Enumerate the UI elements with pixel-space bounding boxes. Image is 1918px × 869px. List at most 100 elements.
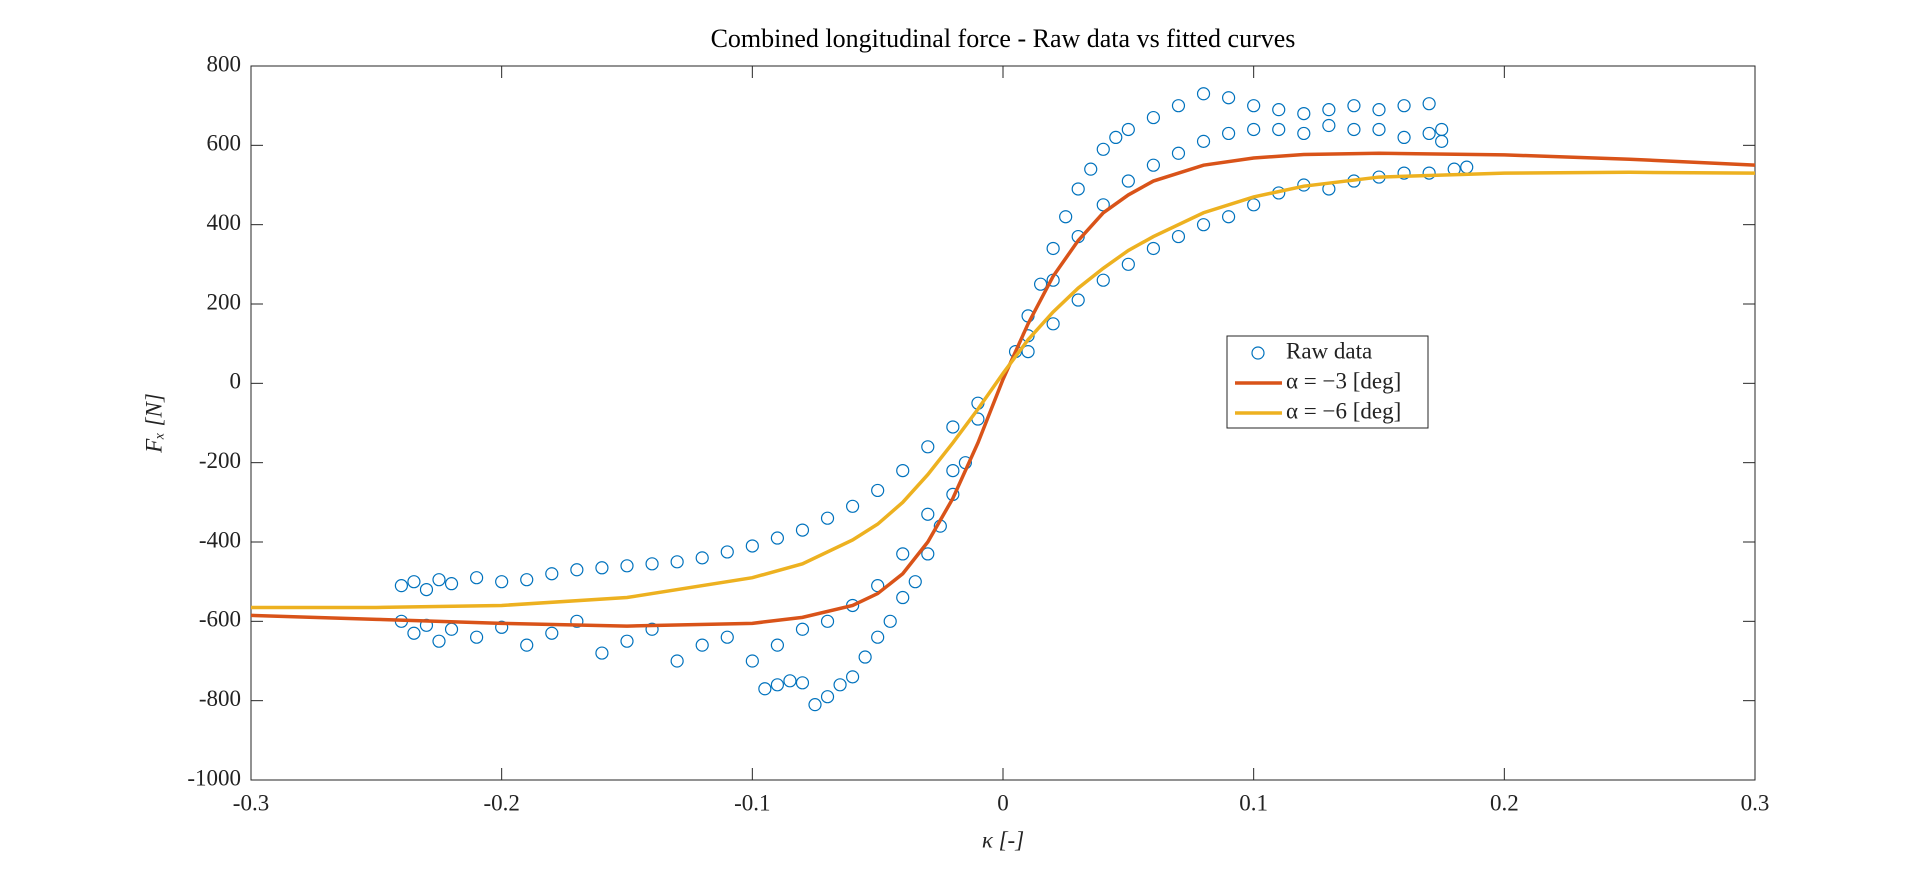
legend-label: Raw data (1286, 338, 1372, 363)
x-tick-label: -0.3 (233, 790, 269, 815)
data-point (1071, 293, 1085, 307)
data-point (845, 499, 860, 513)
data-point (1372, 103, 1386, 117)
data-point (921, 547, 935, 561)
data-point (695, 551, 709, 565)
data-point (833, 678, 847, 692)
data-point (745, 539, 759, 553)
data-point (1347, 99, 1361, 113)
data-point (883, 614, 897, 628)
data-point (595, 646, 609, 660)
data-point (1171, 229, 1186, 244)
x-tick-label: 0.2 (1490, 790, 1519, 815)
x-tick-label: 0.3 (1741, 790, 1770, 815)
data-point (1196, 87, 1211, 101)
data-point (1221, 210, 1236, 224)
data-point (1372, 122, 1386, 137)
data-point (1121, 257, 1135, 271)
data-point (1109, 130, 1123, 144)
data-point (896, 590, 910, 605)
data-point (432, 573, 446, 587)
y-tick-label: -800 (199, 686, 241, 711)
y-tick-label: -1000 (187, 765, 241, 790)
data-point (1121, 122, 1135, 137)
data-point (394, 579, 408, 593)
data-point (770, 531, 785, 545)
data-point (820, 690, 835, 704)
data-point (419, 582, 434, 597)
data-point (820, 614, 835, 628)
data-point (670, 654, 684, 668)
data-point (1422, 97, 1436, 111)
data-point (795, 523, 810, 537)
data-point (670, 555, 684, 569)
data-point (495, 620, 509, 634)
data-point (1221, 91, 1236, 105)
data-point (1171, 99, 1186, 113)
data-point (770, 638, 785, 652)
data-point (1397, 130, 1411, 144)
data-point (1435, 134, 1449, 148)
data-point (783, 674, 797, 688)
data-point (570, 614, 584, 628)
data-point (871, 483, 885, 498)
data-point (1272, 103, 1286, 117)
data-point (1397, 166, 1411, 180)
data-point (871, 630, 885, 644)
data-point (1171, 146, 1186, 160)
data-point (470, 571, 484, 585)
data-point (1322, 103, 1336, 117)
data-point (695, 638, 709, 652)
legend-label: α = −3 [deg] (1286, 368, 1401, 393)
data-point (1196, 218, 1211, 232)
data-point (620, 634, 634, 648)
data-point (1046, 241, 1060, 256)
data-point (946, 420, 960, 434)
x-axis-label: κ [-] (982, 827, 1024, 852)
data-point (432, 634, 446, 648)
data-point (1196, 134, 1211, 148)
data-point (1322, 118, 1336, 133)
data-point (520, 573, 534, 587)
data-point (444, 577, 459, 591)
data-point (795, 676, 810, 690)
chart-title: Combined longitudinal force - Raw data v… (711, 24, 1296, 53)
data-point (1422, 166, 1436, 180)
data-point (645, 622, 659, 636)
x-tick-label: -0.1 (734, 790, 770, 815)
data-point (545, 567, 559, 581)
data-point (1247, 99, 1261, 113)
data-point (1146, 241, 1161, 256)
data-point (845, 670, 860, 684)
data-point (495, 575, 509, 589)
data-point (1422, 126, 1436, 141)
data-point (620, 559, 634, 573)
data-point (1071, 182, 1085, 196)
data-point (407, 626, 421, 640)
y-tick-label: -400 (199, 527, 241, 552)
data-point (645, 557, 659, 571)
x-tick-label: -0.2 (483, 790, 519, 815)
data-point (1121, 174, 1135, 188)
y-tick-label: -600 (199, 607, 241, 632)
y-axis-label: Fₓ [N] (141, 393, 166, 454)
data-point (858, 650, 872, 664)
data-point (795, 622, 810, 636)
data-point (1221, 126, 1236, 141)
data-point (1297, 106, 1311, 121)
data-point (1247, 198, 1261, 212)
data-point (808, 698, 822, 712)
data-point (545, 626, 559, 640)
y-tick-label: 800 (207, 51, 242, 76)
data-point (1084, 162, 1098, 176)
data-point (1272, 122, 1286, 137)
data-point (1297, 126, 1311, 141)
fit-line (250, 151, 1756, 628)
y-tick-label: 200 (207, 289, 242, 314)
x-tick-label: 0.1 (1239, 790, 1268, 815)
data-point (407, 575, 421, 589)
data-point (745, 654, 759, 668)
y-tick-label: 600 (207, 131, 242, 156)
x-tick-label: 0 (997, 790, 1009, 815)
